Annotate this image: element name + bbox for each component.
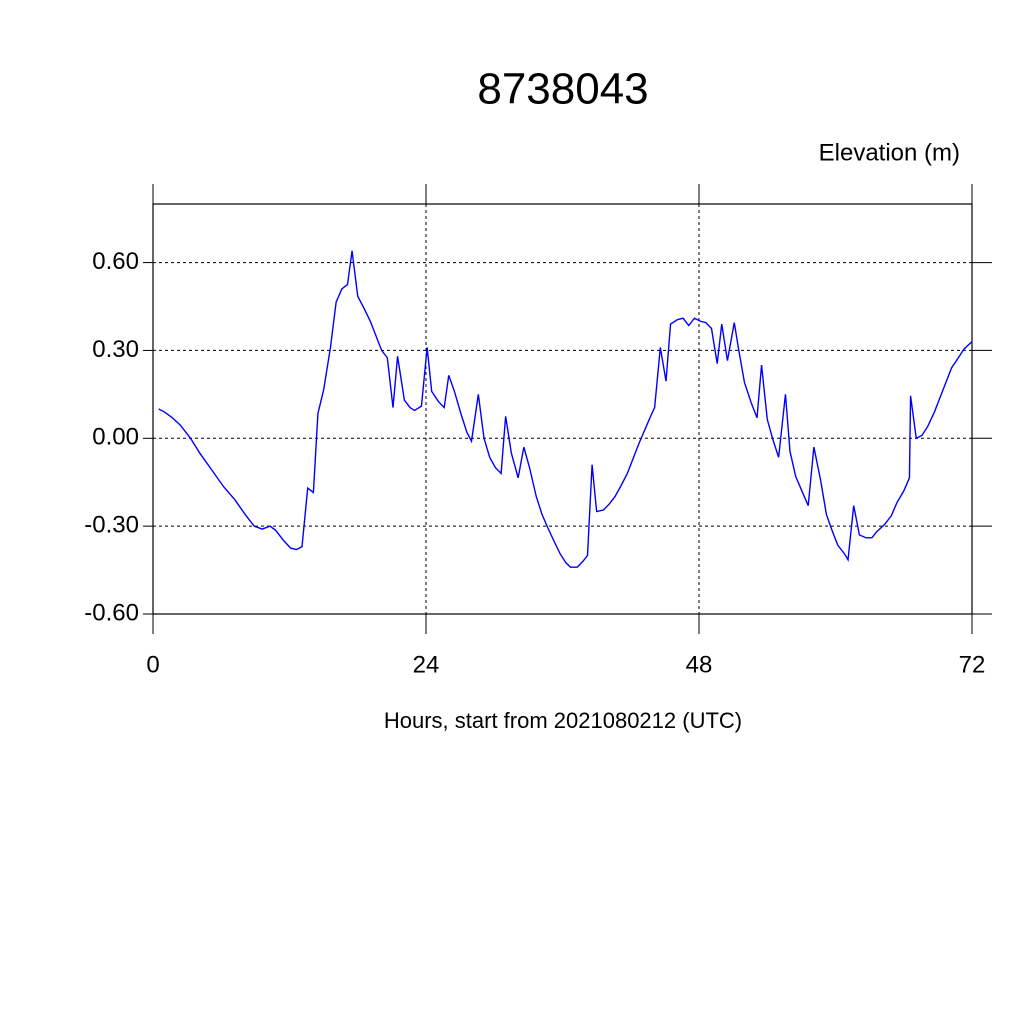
x-tick-label: 0 — [146, 651, 159, 678]
x-tick-label: 72 — [959, 651, 986, 678]
y-axis-label: Elevation (m) — [819, 139, 960, 166]
y-tick-label: -0.60 — [84, 599, 139, 626]
y-tick-label: 0.60 — [92, 248, 139, 275]
y-tick-label: 0.00 — [92, 424, 139, 451]
data-line — [158, 250, 973, 568]
x-tick-label: 48 — [686, 651, 713, 678]
y-tick-label: 0.30 — [92, 336, 139, 363]
y-tick-label: -0.30 — [84, 511, 139, 538]
chart-title: 8738043 — [477, 65, 648, 114]
x-axis-label: Hours, start from 2021080212 (UTC) — [384, 708, 742, 733]
x-tick-label: 24 — [413, 651, 440, 678]
